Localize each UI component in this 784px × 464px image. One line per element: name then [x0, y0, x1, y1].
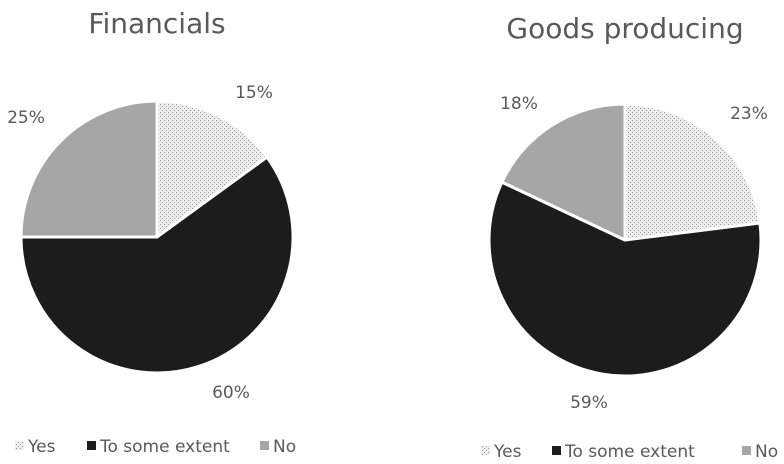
pie-slice-financials-yes [155, 99, 269, 239]
chart-title-financials: Financials [88, 7, 225, 40]
pie-slice-goods-producing-yes [623, 102, 762, 242]
data-label-goods-producing-to-some-extent: 59% [570, 393, 608, 413]
pie-slice-financials-to-some-extent [19, 155, 295, 375]
legend-swatch-to-some-extent [552, 446, 561, 455]
legend-item-to-some-extent: To some extent [552, 442, 695, 462]
legend-swatch-yes [481, 446, 490, 455]
legend-item-yes: Yes [481, 442, 522, 462]
pie-slice-goods-producing-no [500, 102, 627, 242]
legend-financials: Yes To some extent No [15, 437, 296, 457]
legend-label-to-some-extent: To some extent [564, 442, 695, 462]
legend-label-no: No [755, 442, 778, 462]
chart-title-goods-producing: Goods producing [506, 12, 743, 45]
legend-swatch-no [260, 441, 269, 450]
legend-swatch-no [742, 446, 751, 455]
pie-slice-goods-producing-to-some-extent [487, 180, 763, 378]
legend-item-no: No [742, 442, 778, 462]
legend-swatch-yes [15, 441, 24, 450]
legend-item-no: No [260, 437, 296, 457]
data-label-financials-yes: 15% [235, 83, 273, 103]
legend-label-yes: Yes [27, 437, 56, 457]
data-label-financials-to-some-extent: 60% [212, 383, 250, 403]
data-label-goods-producing-no: 18% [500, 94, 538, 114]
data-label-financials-no: 25% [7, 108, 45, 128]
pie-chart-financials: Financials 15% 60% 25% Yes To some exten… [7, 7, 296, 457]
data-label-goods-producing-yes: 23% [730, 104, 768, 124]
legend-swatch-to-some-extent [87, 441, 96, 450]
pie-slice-financials-no [19, 99, 159, 239]
legend-label-no: No [273, 437, 296, 457]
pie-chart-goods-producing: Goods producing 23% 59% 18% Yes To some … [481, 12, 778, 462]
legend-item-yes: Yes [15, 437, 56, 457]
legend-goods-producing: Yes To some extent No [481, 442, 778, 462]
legend-label-yes: Yes [493, 442, 522, 462]
legend-item-to-some-extent: To some extent [87, 437, 230, 457]
legend-label-to-some-extent: To some extent [99, 437, 230, 457]
